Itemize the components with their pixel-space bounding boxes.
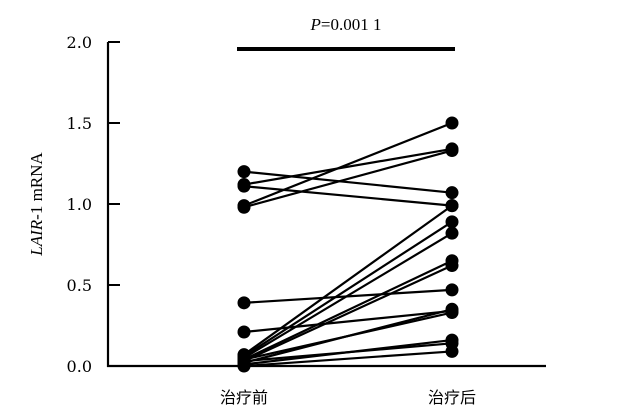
- y-axis-label: LAIR-1 mRNA: [27, 152, 46, 257]
- point-after-5: [445, 283, 459, 297]
- point-before-0: [237, 165, 251, 179]
- x-categories: 治疗前 治疗后: [220, 388, 476, 407]
- point-after-3: [445, 144, 459, 158]
- point-before-2: [237, 178, 251, 192]
- point-after-8: [445, 215, 459, 229]
- point-after-11: [445, 259, 459, 273]
- point-before-16: [237, 359, 251, 373]
- pair-lines: [243, 121, 453, 368]
- pair-line-4: [243, 121, 453, 207]
- y-tick-label-2: 1.0: [67, 195, 92, 214]
- pair-line-2: [243, 147, 453, 186]
- y-tick-label-3: 1.5: [67, 114, 92, 133]
- p-value-annotation: P=0.001 1: [310, 15, 382, 34]
- pair-line-0: [243, 170, 453, 194]
- pair-line-16: [243, 350, 453, 368]
- point-after-0: [445, 186, 459, 200]
- data-points: [237, 116, 459, 373]
- point-after-7: [445, 199, 459, 213]
- y-ticks: 0.0 0.5 1.0 1.5 2.0: [67, 33, 120, 376]
- pair-line-13: [243, 311, 453, 361]
- point-after-16: [445, 344, 459, 358]
- pair-line-7: [243, 204, 453, 356]
- x-category-label-0: 治疗前: [220, 388, 268, 407]
- pair-line-9: [243, 232, 453, 359]
- pair-line-10: [243, 259, 453, 361]
- pair-line-1: [243, 185, 453, 207]
- y-tick-label-1: 0.5: [67, 276, 92, 295]
- pair-line-11: [243, 264, 453, 363]
- pair-line-8: [243, 220, 453, 358]
- point-before-5: [237, 296, 251, 310]
- pair-line-15: [243, 342, 453, 363]
- point-after-4: [445, 116, 459, 130]
- pair-line-3: [243, 149, 453, 209]
- x-category-label-1: 治疗后: [428, 388, 476, 407]
- point-before-6: [237, 325, 251, 339]
- y-tick-label-0: 0.0: [67, 357, 92, 376]
- point-before-4: [237, 199, 251, 213]
- point-after-9: [445, 226, 459, 240]
- point-after-13: [445, 306, 459, 320]
- y-tick-label-4: 2.0: [67, 33, 92, 52]
